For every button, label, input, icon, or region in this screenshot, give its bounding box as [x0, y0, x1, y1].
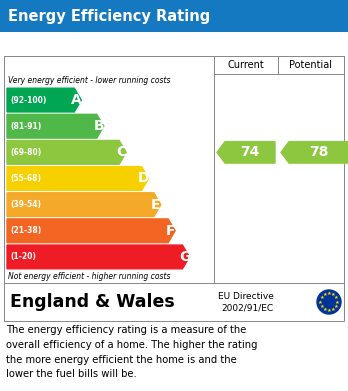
Text: ★: ★: [331, 307, 335, 312]
Text: England & Wales: England & Wales: [10, 293, 175, 311]
Text: Energy Efficiency Rating: Energy Efficiency Rating: [8, 9, 210, 23]
Polygon shape: [7, 245, 189, 269]
Text: ★: ★: [334, 304, 339, 309]
Text: Not energy efficient - higher running costs: Not energy efficient - higher running co…: [8, 272, 171, 281]
Bar: [214, 56, 278, 74]
Text: ★: ★: [331, 292, 335, 297]
Text: The energy efficiency rating is a measure of the
overall efficiency of a home. T: The energy efficiency rating is a measur…: [6, 325, 258, 379]
Text: ★: ★: [334, 295, 339, 300]
Polygon shape: [7, 114, 104, 138]
Text: ★: ★: [322, 307, 327, 312]
Polygon shape: [7, 167, 149, 190]
Text: EU Directive
2002/91/EC: EU Directive 2002/91/EC: [218, 292, 274, 312]
Bar: [4, 283, 344, 321]
Bar: [278, 56, 344, 74]
Text: ★: ★: [327, 308, 331, 313]
Text: Current: Current: [228, 60, 264, 70]
Text: ★: ★: [335, 300, 340, 305]
Polygon shape: [217, 142, 275, 163]
Text: (69-80): (69-80): [10, 148, 41, 157]
Text: ★: ★: [327, 291, 331, 296]
Text: 78: 78: [309, 145, 329, 160]
Text: (92-100): (92-100): [10, 95, 46, 104]
Text: (1-20): (1-20): [10, 253, 36, 262]
Text: (39-54): (39-54): [10, 200, 41, 209]
Text: E: E: [151, 197, 161, 212]
Circle shape: [317, 290, 341, 314]
Text: (81-91): (81-91): [10, 122, 41, 131]
Text: G: G: [179, 250, 190, 264]
Text: ★: ★: [322, 292, 327, 297]
Text: ★: ★: [318, 300, 323, 305]
Text: (55-68): (55-68): [10, 174, 41, 183]
Text: C: C: [116, 145, 126, 160]
Text: Potential: Potential: [290, 60, 332, 70]
Polygon shape: [7, 219, 175, 243]
Polygon shape: [7, 193, 161, 217]
Text: B: B: [94, 119, 104, 133]
Text: Very energy efficient - lower running costs: Very energy efficient - lower running co…: [8, 76, 171, 85]
Text: ★: ★: [319, 304, 324, 309]
Text: ★: ★: [319, 295, 324, 300]
Polygon shape: [281, 142, 348, 163]
Polygon shape: [7, 88, 81, 112]
Text: F: F: [165, 224, 175, 238]
Bar: [0, 0, 348, 32]
Text: 74: 74: [240, 145, 260, 160]
Polygon shape: [7, 140, 126, 164]
Text: A: A: [71, 93, 82, 107]
Text: D: D: [138, 172, 149, 185]
Bar: [4, 56, 214, 283]
Text: (21-38): (21-38): [10, 226, 41, 235]
Bar: [4, 56, 344, 283]
